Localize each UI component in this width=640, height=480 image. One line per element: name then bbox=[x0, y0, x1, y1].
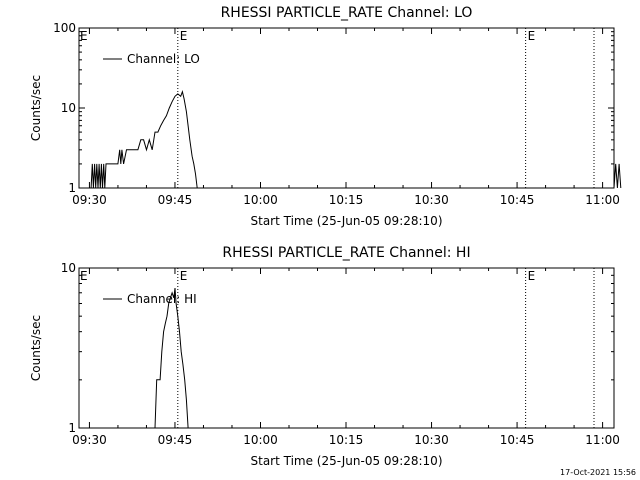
hi-series-line-0 bbox=[154, 287, 189, 429]
lo-y-tick-label: 10 bbox=[61, 101, 76, 115]
hi-y-tick-label: 1 bbox=[68, 421, 76, 435]
hi-x-tick-label: 09:45 bbox=[158, 433, 193, 447]
lo-x-tick-label: 09:45 bbox=[158, 193, 193, 207]
lo-channel-plot: RHESSI PARTICLE_RATE Channel: LO Start Ti… bbox=[29, 5, 622, 228]
hi-x-tick-label: 11:00 bbox=[585, 433, 620, 447]
hi-y-axis-label: Counts/sec bbox=[29, 315, 43, 381]
lo-x-tick-label: 11:00 bbox=[585, 193, 620, 207]
hi-x-tick-label: 10:15 bbox=[329, 433, 364, 447]
lo-y-tick-label: 1 bbox=[68, 181, 76, 195]
lo-chart-title: RHESSI PARTICLE_RATE Channel: LO bbox=[221, 5, 473, 21]
lo-series-line-0 bbox=[90, 89, 198, 189]
hi-event-marker-label: E bbox=[180, 269, 188, 283]
lo-x-tick-label: 10:30 bbox=[414, 193, 449, 207]
hi-x-tick-label: 10:45 bbox=[500, 433, 535, 447]
lo-event-marker-label: E bbox=[180, 29, 188, 43]
lo-x-tick-label: 10:45 bbox=[500, 193, 535, 207]
lo-x-tick-label: 10:00 bbox=[243, 193, 278, 207]
hi-legend-label: Channel: HI bbox=[127, 292, 197, 306]
hi-event-marker-label-start: E bbox=[80, 269, 88, 283]
lo-event-marker-label-start: E bbox=[80, 29, 88, 43]
hi-x-tick-label: 10:00 bbox=[243, 433, 278, 447]
hi-x-axis-label: Start Time (25-Jun-05 09:28:10) bbox=[251, 454, 443, 468]
lo-x-axis-label: Start Time (25-Jun-05 09:28:10) bbox=[251, 214, 443, 228]
hi-x-tick-label: 10:30 bbox=[414, 433, 449, 447]
hi-y-tick-label: 10 bbox=[61, 261, 76, 275]
generation-timestamp: 17-Oct-2021 15:56 bbox=[560, 468, 636, 477]
lo-x-tick-label: 10:15 bbox=[329, 193, 364, 207]
lo-y-tick-label: 100 bbox=[53, 21, 76, 35]
hi-x-tick-label: 09:30 bbox=[72, 433, 107, 447]
hi-channel-plot: RHESSI PARTICLE_RATE Channel: HI Start Ti… bbox=[29, 245, 620, 468]
lo-legend-label: Channel: LO bbox=[127, 52, 200, 66]
lo-x-tick-label: 09:30 bbox=[72, 193, 107, 207]
lo-y-axis-label: Counts/sec bbox=[29, 75, 43, 141]
lo-event-marker-label: E bbox=[528, 29, 536, 43]
hi-chart-title: RHESSI PARTICLE_RATE Channel: HI bbox=[222, 245, 470, 261]
hi-event-marker-label: E bbox=[528, 269, 536, 283]
lo-series-line-1 bbox=[613, 163, 622, 189]
